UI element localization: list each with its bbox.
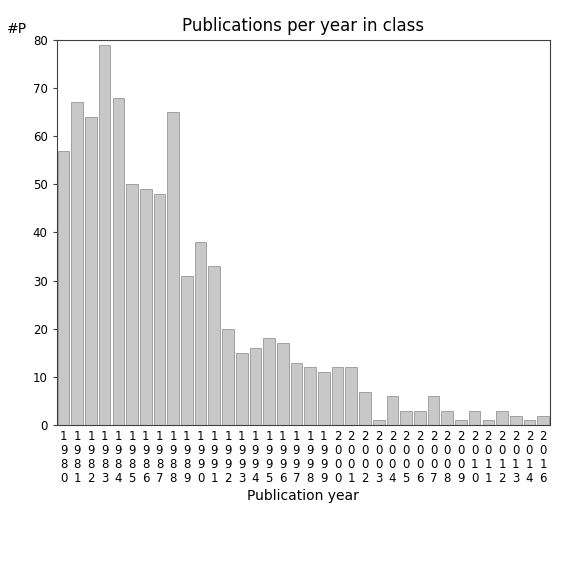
Bar — [455, 421, 467, 425]
Bar — [71, 102, 83, 425]
Bar — [373, 421, 384, 425]
Bar — [99, 44, 111, 425]
Bar — [387, 396, 398, 425]
Bar — [85, 117, 97, 425]
Bar — [112, 98, 124, 425]
Bar — [194, 242, 206, 425]
Bar — [332, 367, 344, 425]
Bar — [181, 276, 193, 425]
Bar — [222, 329, 234, 425]
Bar — [510, 416, 522, 425]
Bar — [318, 373, 330, 425]
Bar — [428, 396, 439, 425]
Bar — [483, 421, 494, 425]
Title: Publications per year in class: Publications per year in class — [182, 18, 425, 35]
Bar — [58, 150, 69, 425]
Bar — [209, 266, 220, 425]
Bar — [496, 411, 508, 425]
Bar — [140, 189, 151, 425]
Bar — [249, 348, 261, 425]
Bar — [304, 367, 316, 425]
Bar — [236, 353, 248, 425]
Bar — [538, 416, 549, 425]
Bar — [263, 338, 275, 425]
Bar — [469, 411, 480, 425]
Bar — [291, 363, 302, 425]
Bar — [523, 421, 535, 425]
Bar — [400, 411, 412, 425]
Bar — [167, 112, 179, 425]
Bar — [414, 411, 426, 425]
Bar — [345, 367, 357, 425]
Bar — [359, 391, 371, 425]
Bar — [154, 194, 166, 425]
Bar — [441, 411, 453, 425]
X-axis label: Publication year: Publication year — [247, 489, 359, 503]
Bar — [277, 343, 289, 425]
Bar — [126, 184, 138, 425]
Text: #P: #P — [7, 22, 27, 36]
